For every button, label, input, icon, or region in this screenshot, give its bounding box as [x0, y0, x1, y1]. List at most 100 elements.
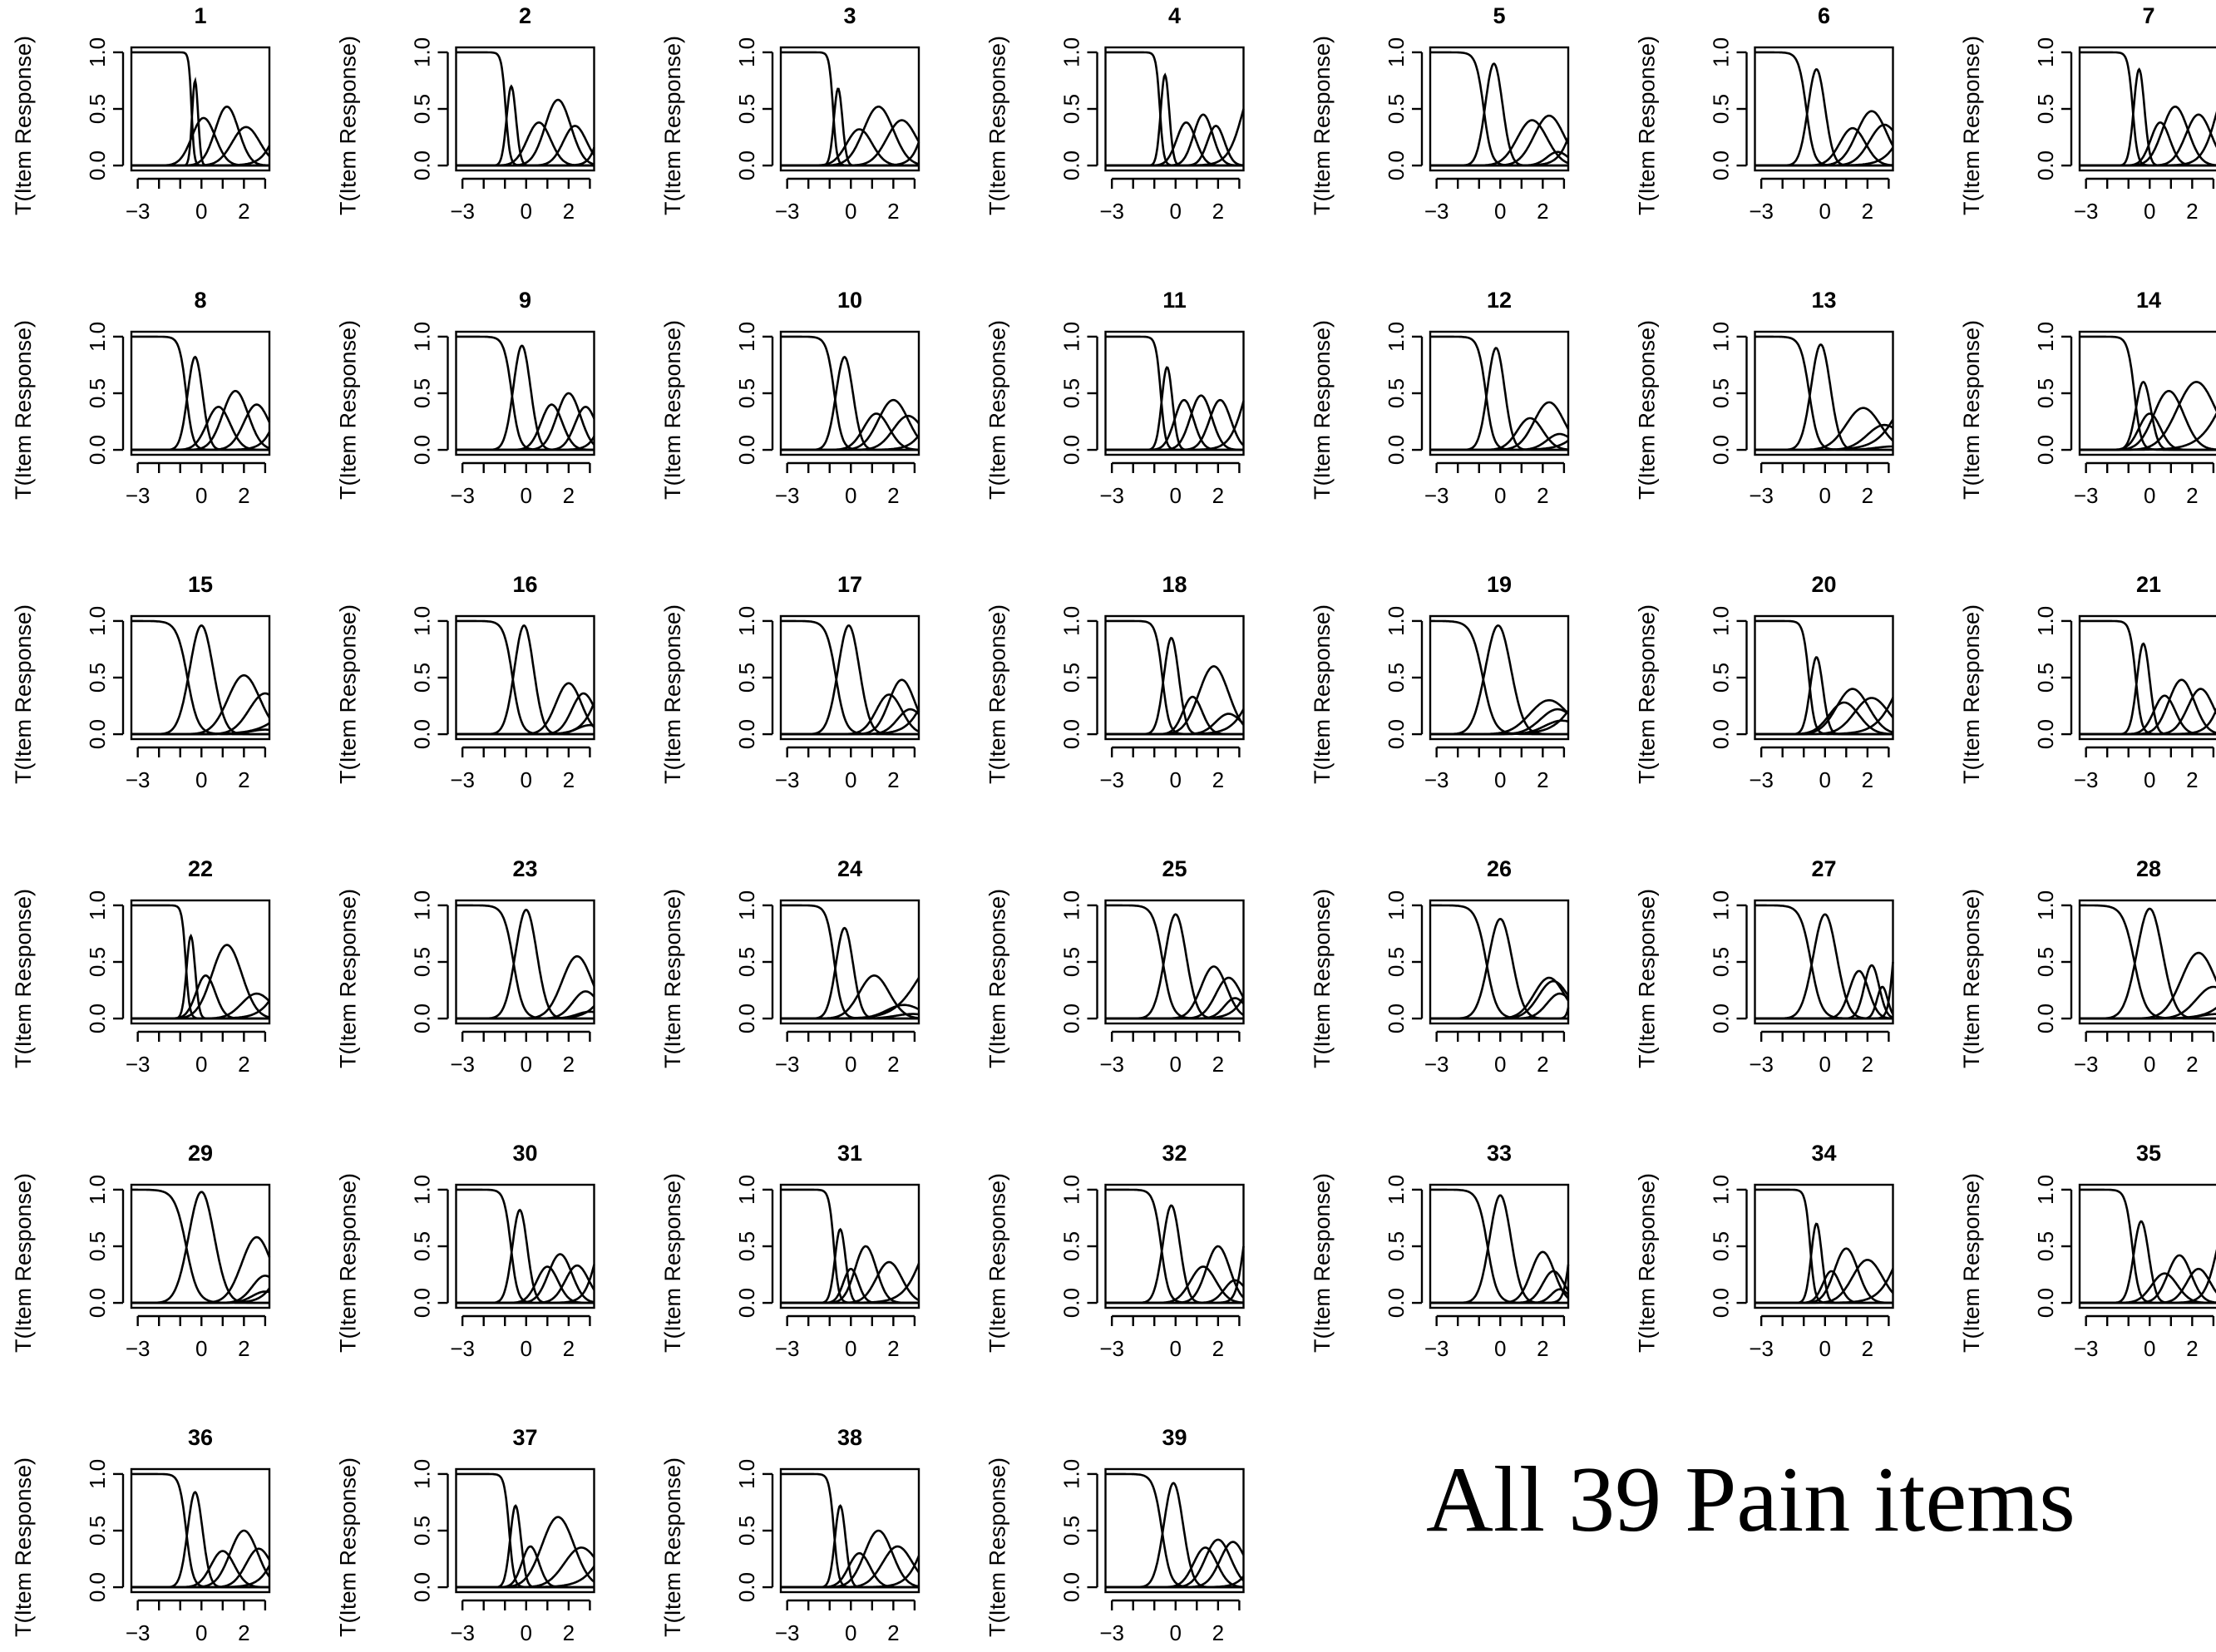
x-tick-label: 2	[1212, 1336, 1224, 1361]
y-axis-label: T(Item Response)	[1310, 36, 1335, 215]
y-tick-label: 0.5	[1384, 663, 1409, 693]
x-tick-label: 2	[1537, 199, 1548, 224]
item-panel-35: 35 −3 0 2 0.0 0.5 1.0 T(Item Response)	[1959, 1141, 2216, 1361]
y-tick-label: 0.0	[1709, 1288, 1734, 1318]
category-curve-1	[456, 1504, 595, 1589]
category-curve-0	[1105, 1188, 1244, 1304]
x-tick-label: 0	[1170, 1336, 1182, 1361]
x-tick-label: −3	[450, 1620, 475, 1645]
y-tick-label: 0.5	[734, 1516, 759, 1546]
item-panel-13: 13 −3 0 2 0.0 0.5 1.0 T(Item Response)	[1635, 288, 1894, 508]
x-tick-label: −3	[450, 1052, 475, 1077]
plot-frame	[1754, 1183, 1894, 1309]
x-tick-label: 2	[238, 1336, 249, 1361]
x-tick-label: −3	[775, 1336, 800, 1361]
item-panel-21: 21 −3 0 2 0.0 0.5 1.0 T(Item Response)	[1959, 572, 2216, 792]
y-tick-label: 1.0	[85, 1175, 110, 1205]
category-curve-3	[1105, 1245, 1245, 1304]
category-curve-5	[131, 145, 271, 167]
x-tick-label: −3	[450, 483, 475, 508]
panel-title: 37	[512, 1425, 537, 1450]
y-axis-label: T(Item Response)	[336, 1457, 361, 1637]
x-tick-label: −3	[1099, 1620, 1124, 1645]
category-curve-0	[1755, 51, 1893, 167]
y-tick-label: 0.5	[410, 1231, 435, 1261]
x-tick-label: 2	[1862, 767, 1873, 792]
category-curve-1	[1430, 1194, 1568, 1304]
category-curve-5	[131, 999, 271, 1020]
item-panel-38: 38 −3 0 2 0.0 0.5 1.0 T(Item Response)	[660, 1425, 920, 1645]
x-tick-label: 0	[1494, 1336, 1506, 1361]
category-curve-1	[1430, 624, 1568, 736]
category-curve-3	[781, 678, 920, 736]
item-panel-6: 6 −3 0 2 0.0 0.5 1.0 T(Item Response)	[1635, 3, 1894, 224]
y-axis-label: T(Item Response)	[11, 604, 36, 784]
category-curve-5	[781, 141, 920, 167]
plot-frame	[130, 1467, 271, 1594]
x-tick-label: 0	[1494, 767, 1506, 792]
y-tick-label: 1.0	[734, 606, 759, 636]
x-tick-label: −3	[2074, 483, 2099, 508]
category-curve-5	[1430, 439, 1569, 451]
panel-title: 23	[512, 856, 537, 881]
x-tick-label: 0	[1819, 767, 1831, 792]
category-curve-1	[1105, 1482, 1244, 1589]
item-panel-17: 17 −3 0 2 0.0 0.5 1.0 T(Item Response)	[660, 572, 920, 792]
y-tick-label: 1.0	[2033, 606, 2058, 636]
category-curve-2	[781, 128, 919, 167]
y-tick-label: 1.0	[734, 1175, 759, 1205]
x-tick-label: −3	[2074, 1336, 2099, 1361]
x-tick-label: 0	[521, 1336, 532, 1361]
x-tick-label: −3	[1099, 483, 1124, 508]
x-tick-label: 0	[521, 767, 532, 792]
y-axis-label: T(Item Response)	[1310, 889, 1335, 1068]
x-tick-label: 0	[845, 1336, 856, 1361]
y-tick-label: 0.5	[734, 378, 759, 408]
y-tick-label: 0.0	[1384, 150, 1409, 180]
y-tick-label: 0.5	[1059, 378, 1084, 408]
y-tick-label: 0.5	[85, 947, 110, 977]
category-curve-5	[2080, 1007, 2216, 1020]
category-curve-5	[781, 434, 920, 451]
y-tick-label: 0.5	[85, 663, 110, 693]
panel-title: 32	[1162, 1141, 1187, 1166]
y-tick-label: 1.0	[410, 606, 435, 636]
y-tick-label: 1.0	[1059, 1175, 1084, 1205]
category-curve-5	[1430, 709, 1570, 736]
y-tick-label: 1.0	[1709, 37, 1734, 67]
item-panel-23: 23 −3 0 2 0.0 0.5 1.0 T(Item Response)	[336, 856, 595, 1077]
panel-title: 4	[1168, 3, 1181, 28]
plot-frame	[2078, 614, 2216, 741]
panel-title: 24	[837, 856, 862, 881]
plot-frame	[455, 330, 595, 456]
panel-title: 21	[2136, 572, 2161, 597]
y-tick-label: 0.0	[734, 150, 759, 180]
category-curve-0	[131, 1472, 269, 1589]
x-tick-label: 0	[195, 1336, 207, 1361]
category-curve-2	[1755, 701, 1893, 736]
category-curve-5	[456, 1264, 595, 1304]
category-curve-5	[456, 146, 595, 167]
panel-title: 3	[843, 3, 856, 28]
x-tick-label: −3	[775, 1620, 800, 1645]
panel-title: 35	[2136, 1141, 2161, 1166]
y-tick-label: 0.5	[734, 1231, 759, 1261]
category-curve-5	[2080, 111, 2216, 167]
category-curve-3	[456, 1253, 595, 1304]
y-tick-label: 0.0	[1709, 719, 1734, 749]
y-tick-label: 0.5	[85, 1516, 110, 1546]
category-curve-0	[1105, 904, 1244, 1020]
category-curve-1	[1755, 343, 1893, 451]
x-tick-label: −3	[1099, 767, 1124, 792]
category-curve-2	[1755, 126, 1893, 167]
category-curve-3	[1430, 708, 1569, 736]
y-tick-label: 0.5	[734, 663, 759, 693]
x-tick-label: 2	[1212, 199, 1224, 224]
x-tick-label: −3	[126, 483, 151, 508]
plot-frame	[1104, 1183, 1245, 1309]
y-tick-label: 0.0	[1059, 435, 1084, 465]
plot-frame	[779, 46, 920, 172]
x-tick-label: −3	[1099, 1052, 1124, 1077]
y-tick-label: 0.0	[1709, 435, 1734, 465]
y-tick-label: 1.0	[410, 1459, 435, 1489]
